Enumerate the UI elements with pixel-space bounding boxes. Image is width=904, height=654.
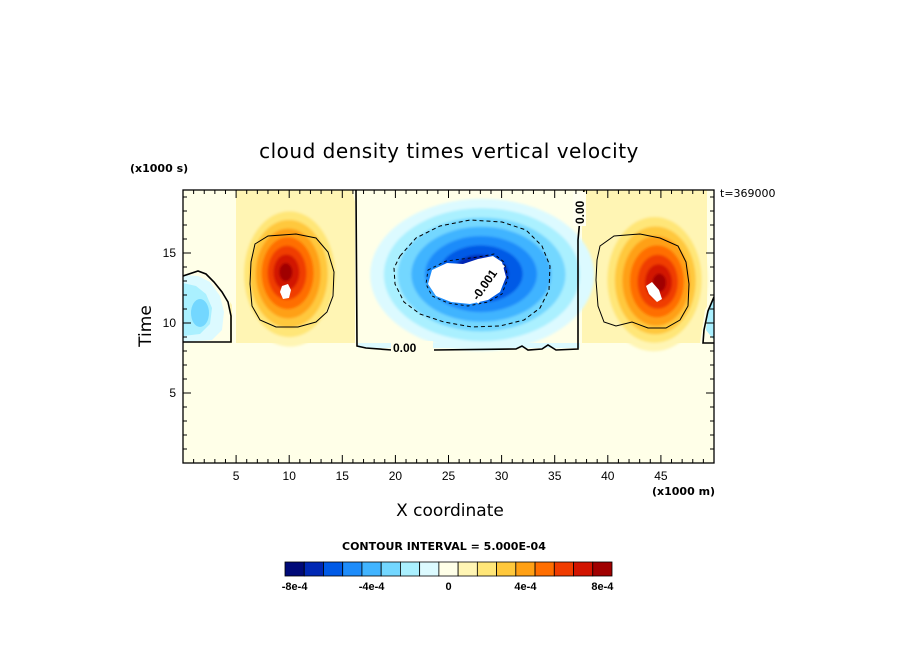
colorbar-swatch <box>303 561 324 577</box>
x-tick-label: 35 <box>548 469 562 483</box>
x-axis-unit: (x1000 m) <box>652 485 716 498</box>
colorbar-swatch <box>284 561 305 577</box>
x-tick-label: 25 <box>442 469 456 483</box>
colorbar-tick-labels: -8e-4 -4e-4 0 4e-4 8e-4 <box>282 581 614 593</box>
y-axis-ticks <box>183 196 714 450</box>
y-axis-label: Time <box>136 305 156 347</box>
colorbar-label: 8e-4 <box>591 581 614 593</box>
contour-center-dashed <box>393 219 551 328</box>
x-tick-label: 5 <box>233 469 240 483</box>
colorbar-swatch <box>476 561 497 577</box>
colorbar-swatch <box>419 561 440 577</box>
chart-title: cloud density times vertical velocity <box>259 139 639 163</box>
colorbar-swatch <box>361 561 382 577</box>
colorbar-label: 4e-4 <box>514 581 537 593</box>
colorbar-label: 0 <box>445 581 451 593</box>
x-axis-tick-labels: 5 10 15 20 25 30 35 40 45 <box>233 469 668 483</box>
colorbar-swatch <box>515 561 536 577</box>
colorbar-swatch <box>323 561 344 577</box>
colorbar-swatch <box>438 561 459 577</box>
left-positive-cell <box>238 202 343 347</box>
left-cell-saturated-core <box>280 284 291 299</box>
x-axis-label: X coordinate <box>396 501 504 521</box>
x-tick-label: 45 <box>654 469 668 483</box>
zero-contour-center <box>355 190 585 351</box>
colorbar-swatch <box>457 561 478 577</box>
contour-label-bg-3 <box>467 258 505 304</box>
colorbar <box>284 561 613 577</box>
colorbar-label: -8e-4 <box>282 581 309 593</box>
time-stamp: t=369000 <box>720 187 776 200</box>
colorbar-swatch <box>496 561 517 577</box>
contour-label-zero-vertical: 0.00 <box>573 200 587 224</box>
colorbar-swatch <box>380 561 401 577</box>
x-tick-label: 15 <box>336 469 350 483</box>
zero-contour-left <box>183 270 232 343</box>
y-axis-unit: (x1000 s) <box>130 162 189 175</box>
x-tick-label: 30 <box>495 469 509 483</box>
contour-center-inner-dashed <box>425 253 509 307</box>
colorbar-swatch <box>553 561 574 577</box>
contour-label-bg-2 <box>573 192 586 226</box>
zero-contour-right <box>702 296 714 344</box>
colorbar-swatch <box>592 561 613 577</box>
right-positive-cell <box>599 207 708 352</box>
y-axis-tick-labels: 5 10 15 <box>163 246 177 400</box>
x-tick-label: 20 <box>389 469 403 483</box>
y-tick-label: 5 <box>169 386 176 400</box>
contour-band <box>279 263 293 282</box>
y-tick-label: 10 <box>163 316 177 330</box>
x-tick-label: 40 <box>601 469 615 483</box>
y-tick-label: 15 <box>163 246 177 260</box>
contour-label-bg-1 <box>391 341 433 354</box>
colorbar-label: -4e-4 <box>359 581 386 593</box>
right-cell-saturated-core <box>646 282 662 302</box>
contour-right-cell <box>595 233 690 329</box>
x-tick-label: 10 <box>283 469 297 483</box>
colorbar-swatch <box>534 561 555 577</box>
left-patch-core <box>191 299 209 327</box>
colorbar-swatch <box>573 561 594 577</box>
contour-interval-label: CONTOUR INTERVAL = 5.000E-04 <box>342 540 546 553</box>
colorbar-swatch <box>400 561 421 577</box>
x-axis-ticks <box>193 190 704 463</box>
plot-area: 0.00 0.00 -0.001 <box>183 190 714 463</box>
contour-label-zero-bottom: 0.00 <box>393 341 417 355</box>
contour-left-cell <box>249 233 335 328</box>
colorbar-swatch <box>342 561 363 577</box>
